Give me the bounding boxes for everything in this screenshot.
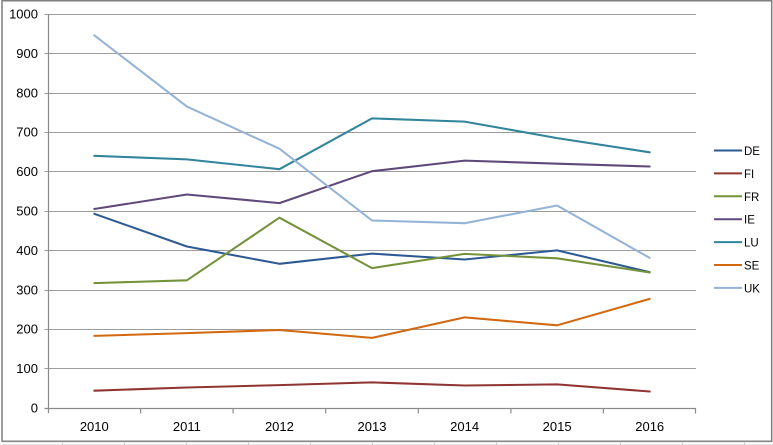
svg-text:2016: 2016	[635, 419, 664, 434]
svg-text:800: 800	[16, 85, 38, 100]
svg-text:2012: 2012	[265, 419, 294, 434]
svg-text:IE: IE	[744, 215, 755, 227]
svg-text:FI: FI	[744, 169, 754, 181]
svg-text:100: 100	[16, 361, 38, 376]
svg-text:UK: UK	[744, 283, 760, 295]
svg-text:DE: DE	[744, 146, 760, 158]
svg-text:600: 600	[16, 164, 38, 179]
svg-text:2014: 2014	[450, 419, 479, 434]
svg-text:LU: LU	[744, 238, 759, 250]
svg-text:400: 400	[16, 243, 38, 258]
svg-text:1000: 1000	[9, 7, 38, 22]
svg-text:300: 300	[16, 282, 38, 297]
svg-text:2010: 2010	[80, 419, 109, 434]
svg-text:SE: SE	[744, 261, 760, 273]
svg-text:2011: 2011	[173, 419, 201, 434]
svg-text:2013: 2013	[358, 419, 387, 434]
svg-text:0: 0	[31, 401, 38, 416]
svg-text:700: 700	[16, 125, 38, 140]
svg-text:900: 900	[16, 46, 38, 61]
svg-text:2015: 2015	[543, 419, 572, 434]
svg-text:500: 500	[16, 204, 38, 219]
svg-text:200: 200	[16, 322, 38, 337]
svg-text:FR: FR	[744, 192, 759, 204]
